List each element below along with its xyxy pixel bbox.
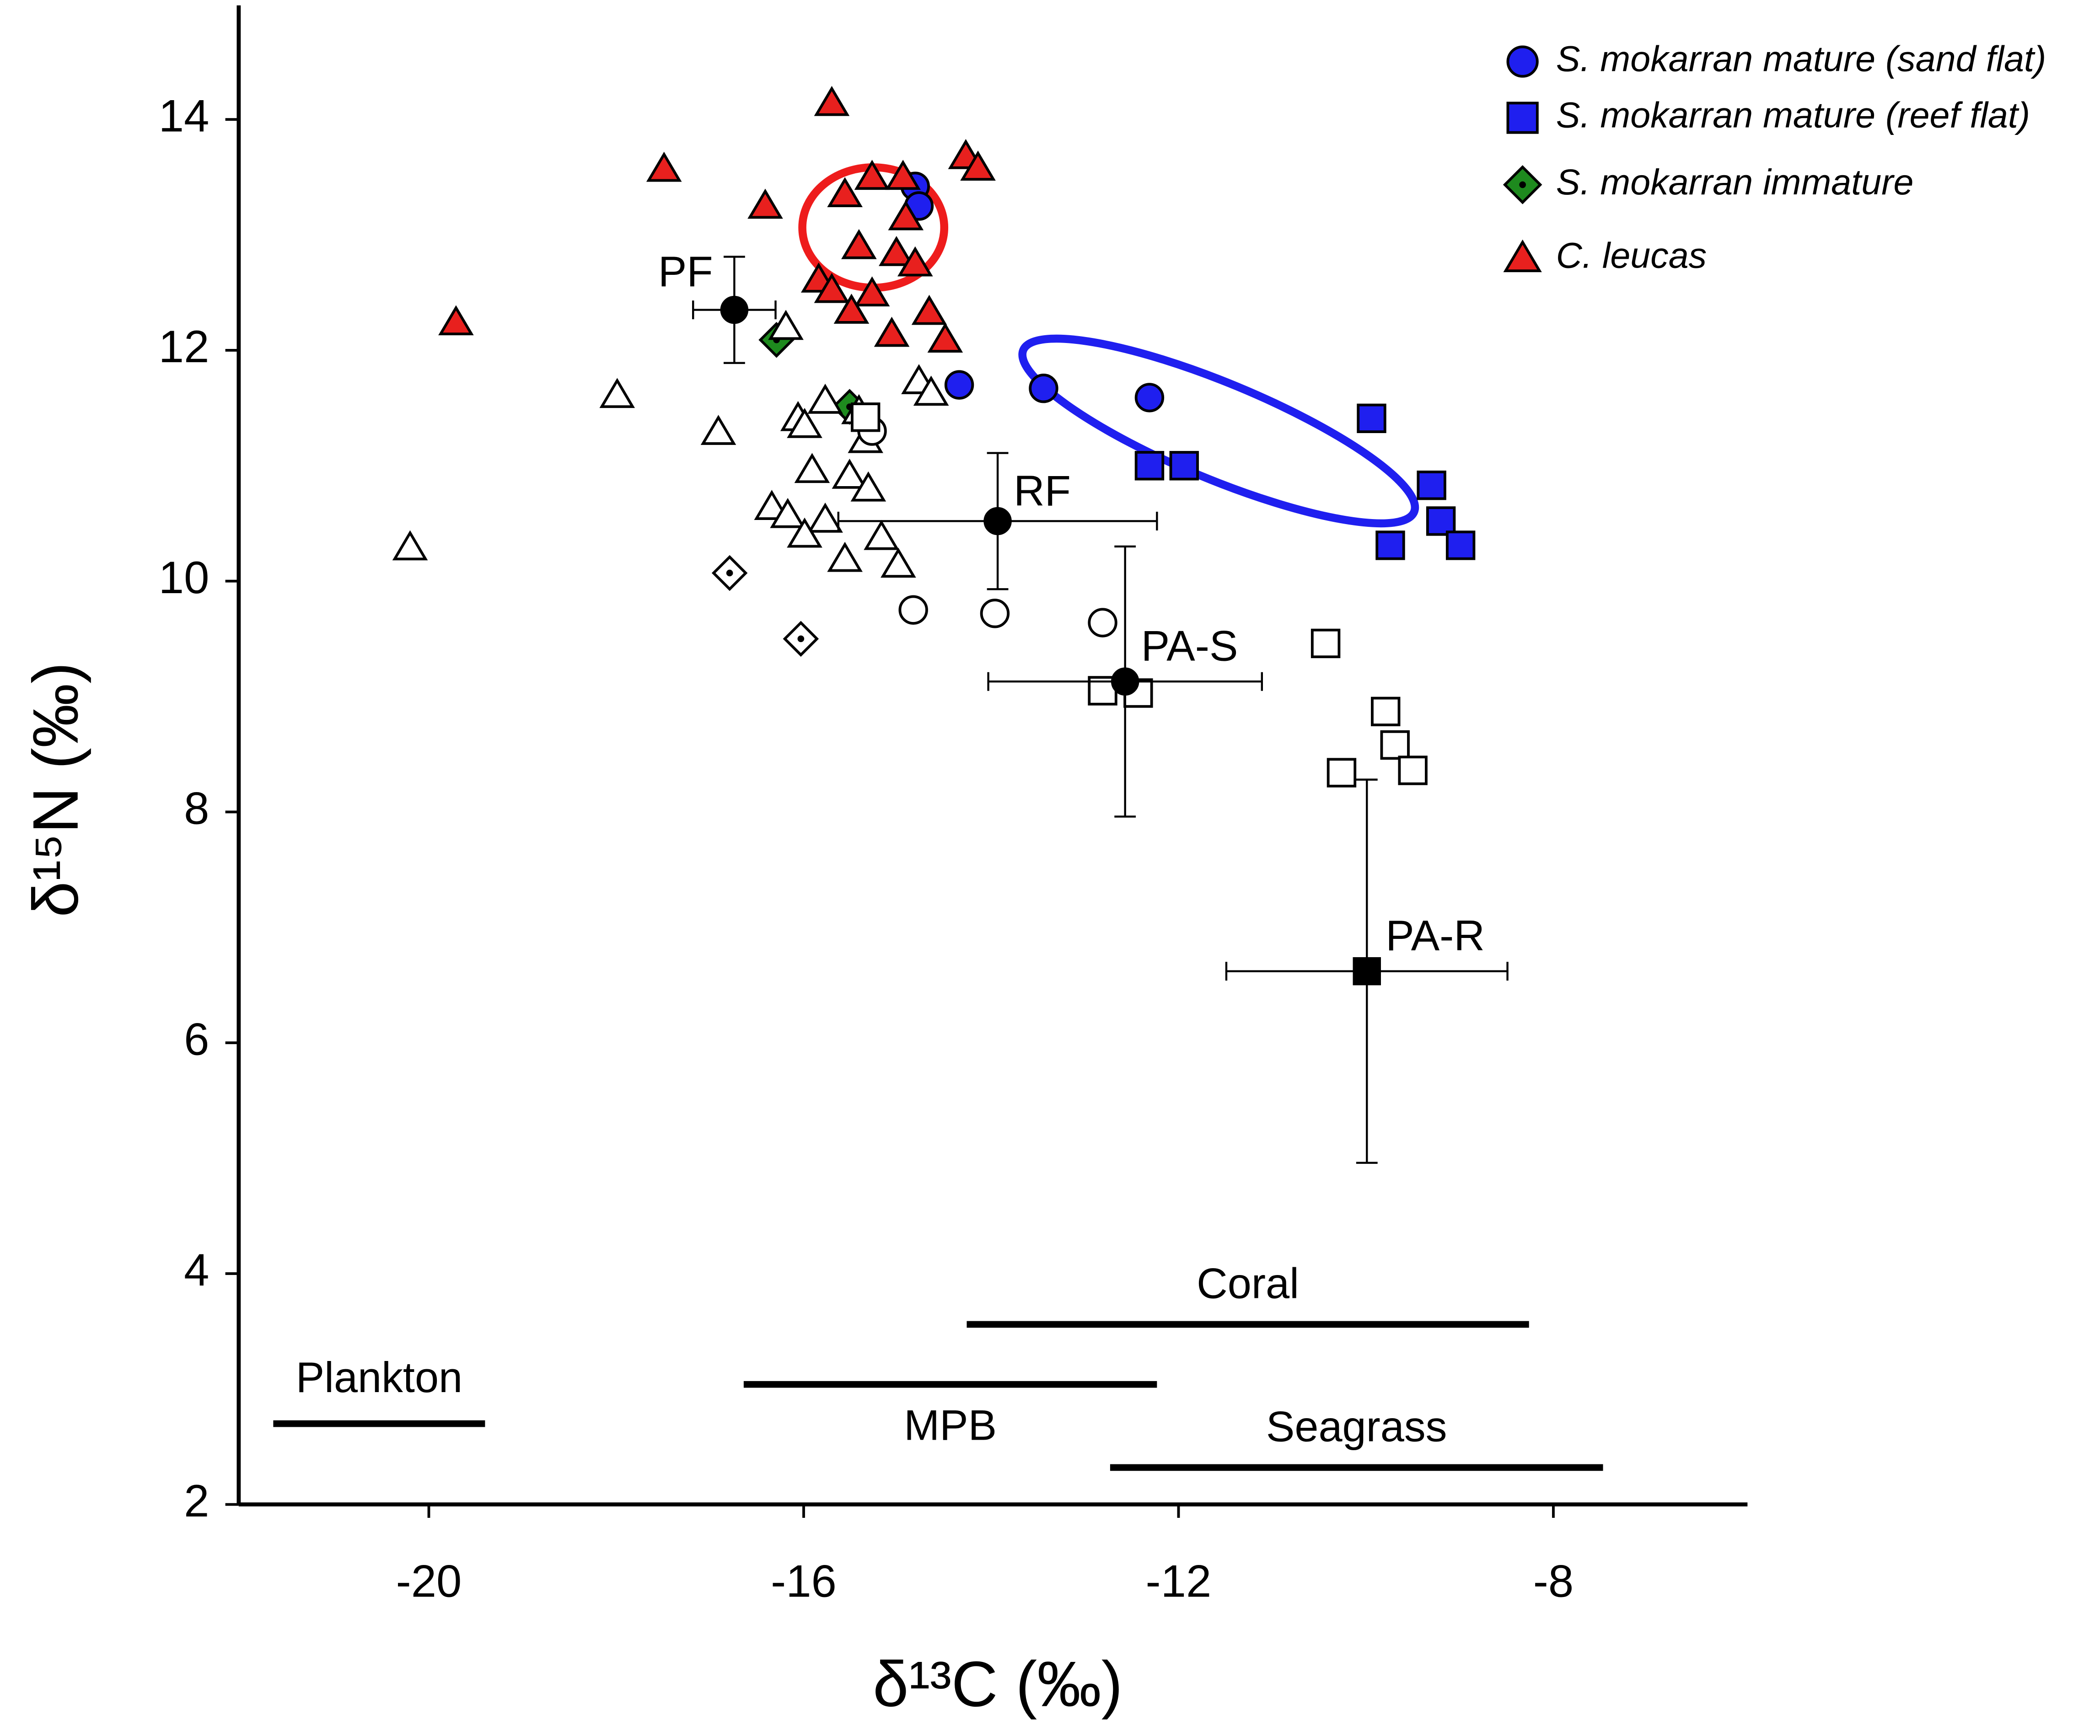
point (1371, 697, 1401, 727)
point (1029, 373, 1058, 403)
point (913, 375, 949, 406)
point (1353, 957, 1381, 986)
point (841, 229, 877, 259)
point-dot (726, 569, 733, 577)
legend-label: S. mokarran mature (reef flat) (1556, 94, 2030, 135)
point (1503, 239, 1542, 273)
point (438, 305, 474, 336)
point (864, 520, 899, 550)
legend-label: S. mokarran mature (sand flat) (1556, 38, 2046, 79)
x-tick-label: -8 (1533, 1556, 1574, 1607)
point (1088, 608, 1117, 638)
source-label: Seagrass (1266, 1403, 1447, 1451)
point (1398, 755, 1428, 785)
point (898, 595, 928, 625)
point (983, 507, 1012, 536)
point (1426, 506, 1456, 536)
point (646, 151, 682, 182)
x-tick-label: -12 (1146, 1556, 1212, 1607)
group-label: PF (658, 247, 713, 295)
y-tick-label: 8 (184, 783, 209, 834)
point (787, 517, 822, 548)
point (1134, 451, 1165, 481)
point (1506, 45, 1539, 78)
point (911, 295, 947, 325)
point (747, 188, 783, 219)
y-tick-label: 10 (159, 552, 209, 603)
group-label: PA-S (1141, 622, 1238, 670)
y-tick-label: 2 (184, 1476, 209, 1527)
point (1506, 102, 1539, 134)
group-label: RF (1014, 467, 1071, 515)
point (854, 276, 890, 307)
point (1375, 530, 1405, 560)
point (794, 453, 830, 483)
point (980, 599, 1010, 628)
point (1134, 383, 1165, 413)
source-label: Coral (1197, 1259, 1299, 1307)
group-label: PA-R (1386, 911, 1485, 959)
y-axis-label: δ¹⁵N (‰) (20, 662, 91, 917)
x-axis-label: δ¹³C (‰) (873, 1648, 1123, 1720)
point (827, 177, 863, 208)
point (1417, 470, 1446, 500)
point (879, 236, 914, 266)
point (881, 547, 916, 578)
x-tick-label: -16 (771, 1556, 837, 1607)
point (1357, 403, 1386, 434)
point (827, 541, 863, 572)
point (770, 498, 806, 528)
point (392, 530, 428, 561)
point (1169, 451, 1199, 481)
point (807, 502, 843, 533)
point (885, 160, 921, 190)
point (787, 407, 822, 438)
point (850, 471, 886, 502)
point (1327, 758, 1357, 788)
point (807, 383, 843, 414)
y-tick-label: 4 (184, 1245, 209, 1296)
point (833, 294, 870, 324)
point (1445, 530, 1476, 560)
source-label: MPB (904, 1401, 997, 1449)
point (888, 200, 924, 230)
point (927, 322, 963, 353)
blue-ellipse (1018, 334, 1419, 528)
point (1310, 628, 1341, 659)
point (814, 86, 850, 116)
point (960, 150, 996, 181)
x-tick-label: -20 (396, 1556, 462, 1607)
point-dot (797, 635, 805, 643)
point (850, 402, 881, 432)
y-tick-label: 12 (159, 321, 209, 372)
source-label: Plankton (296, 1353, 462, 1401)
point (897, 246, 933, 277)
point (874, 316, 910, 347)
legend-label: S. mokarran immature (1556, 161, 1914, 202)
legend-dot (1519, 181, 1526, 188)
point (814, 273, 850, 303)
point (1380, 730, 1410, 760)
point (720, 295, 749, 324)
point (700, 415, 736, 445)
y-tick-label: 14 (159, 91, 209, 141)
point (599, 378, 635, 408)
point (1111, 667, 1139, 696)
y-tick-label: 6 (184, 1014, 209, 1065)
point (768, 310, 804, 340)
point (854, 160, 890, 190)
point (832, 459, 868, 489)
point (944, 370, 974, 400)
legend-label: C. leucas (1556, 235, 1707, 276)
